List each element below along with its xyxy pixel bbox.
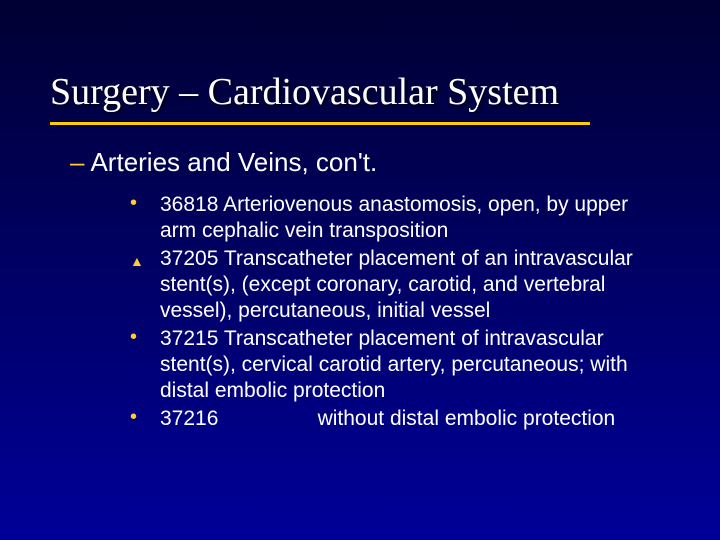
list-item: • 37216 without distal embolic protectio… — [130, 406, 660, 432]
item-text: 37216 without distal embolic protection — [160, 406, 660, 432]
list-item: • 36818 Arteriovenous anastomosis, open,… — [130, 192, 660, 244]
subheading-dash: – — [70, 147, 84, 177]
list-item: ▲ 37205 Transcatheter placement of an in… — [130, 246, 660, 324]
bullet-icon: • — [130, 192, 160, 218]
subheading: –Arteries and Veins, con't. — [0, 125, 720, 188]
bullet-icon: • — [130, 326, 160, 352]
list-item: • 37215 Transcatheter placement of intra… — [130, 326, 660, 404]
item-text: 37215 Transcatheter placement of intrava… — [160, 326, 660, 404]
subheading-text: Arteries and Veins, con't. — [90, 147, 377, 177]
slide-title: Surgery – Cardiovascular System — [0, 0, 720, 122]
item-text: 37205 Transcatheter placement of an intr… — [160, 246, 660, 324]
slide-container: Surgery – Cardiovascular System –Arterie… — [0, 0, 720, 540]
item-text: 36818 Arteriovenous anastomosis, open, b… — [160, 192, 660, 244]
triangle-icon: ▲ — [130, 246, 160, 273]
bullet-icon: • — [130, 406, 160, 432]
item-list: • 36818 Arteriovenous anastomosis, open,… — [0, 188, 720, 432]
